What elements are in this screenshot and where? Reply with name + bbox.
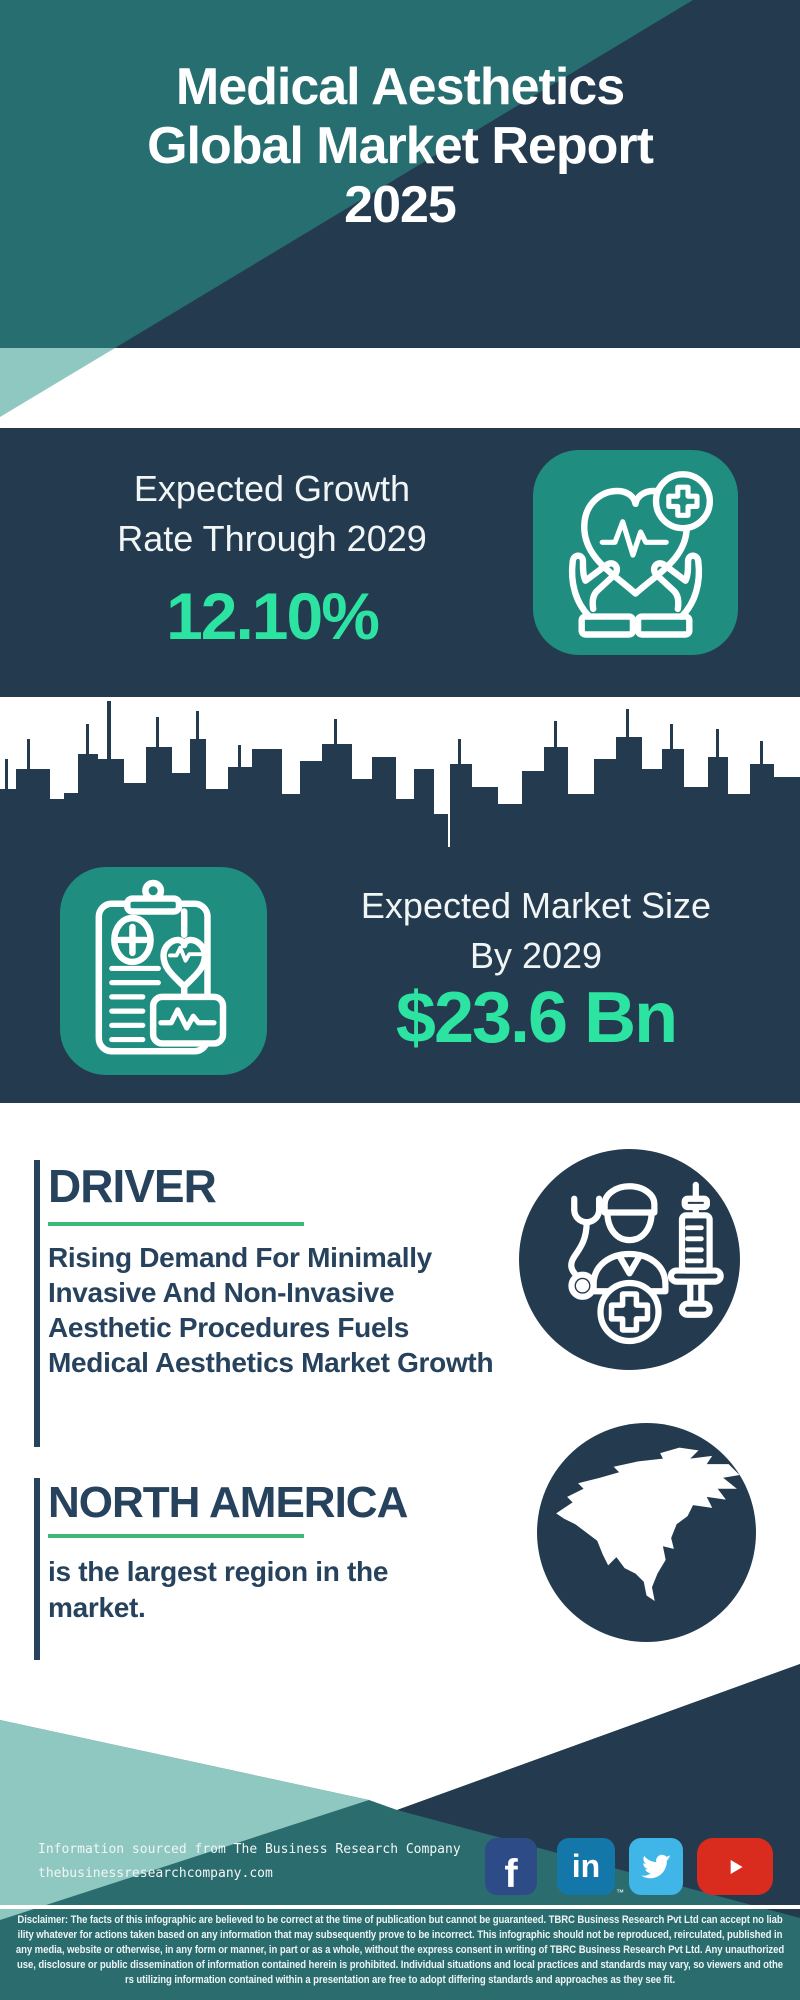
market-size-heading: Expected Market Size By 2029 — [300, 881, 772, 981]
driver-title: DRIVER — [48, 1160, 217, 1212]
growth-heading-line1: Expected Growth — [133, 468, 411, 509]
source-line: Information sourced from The Business Re… — [38, 1842, 461, 1857]
page-title: Medical Aesthetics Global Market Report … — [0, 58, 800, 235]
footer: Information sourced from The Business Re… — [0, 1660, 800, 2000]
north-america-map-icon — [537, 1423, 756, 1642]
youtube-play-icon[interactable] — [697, 1838, 773, 1895]
linkedin-glyph: in — [571, 1848, 601, 1884]
facebook-glyph: f — [504, 1851, 518, 1896]
source-url[interactable]: thebusinessresearchcompany.com — [38, 1866, 273, 1881]
disclaimer-line: Disclaimer: The facts of this infographi… — [17, 1914, 783, 1926]
footer-divider-line — [0, 1905, 800, 1909]
growth-panel: Expected Growth Rate Through 2029 12.10% — [0, 428, 800, 697]
growth-rate-value: 12.10% — [166, 579, 380, 653]
disclaimer-line: any media, website or otherwise, in any … — [15, 1944, 785, 1956]
hands-holding-heart-icon — [533, 450, 738, 655]
page-title-line2: Global Market Report — [147, 117, 654, 175]
region-text: is the largest region in the market. — [48, 1556, 389, 1623]
disclaimer-line: ility whatever for actions taken based o… — [17, 1929, 783, 1941]
market-size-panel: Expected Market Size By 2029 $23.6 Bn — [0, 847, 800, 1103]
disclaimer-line: use, disclosure or public dissemination … — [16, 1959, 784, 1971]
driver-underline — [48, 1222, 304, 1226]
region-side-bar — [34, 1478, 40, 1668]
driver-side-bar — [34, 1160, 40, 1447]
header-mint-triangle — [0, 348, 115, 417]
region-underline — [48, 1534, 304, 1538]
linkedin-trademark: ™ — [616, 1888, 624, 1897]
doctor-syringe-icon — [519, 1149, 740, 1370]
region-title: NORTH AMERICA — [48, 1478, 408, 1527]
twitter-bird-icon[interactable] — [629, 1838, 683, 1895]
market-size-heading-line1: Expected Market Size — [360, 885, 712, 926]
facebook-icon[interactable]: f — [485, 1838, 537, 1895]
disclaimer-line: rs utilizing information contained withi… — [124, 1974, 676, 1986]
driver-text: Rising Demand For Minimally Invasive And… — [48, 1242, 494, 1378]
page-title-line3: 2025 — [344, 176, 457, 234]
page-title-line1: Medical Aesthetics — [175, 58, 625, 116]
growth-heading-line2: Rate Through 2029 — [117, 518, 427, 559]
market-size-value: $23.6 Bn — [395, 978, 678, 1058]
linkedin-icon[interactable]: in — [557, 1838, 615, 1895]
market-size-heading-line2: By 2029 — [469, 935, 603, 976]
medical-clipboard-icon — [60, 867, 267, 1075]
city-skyline-silhouette — [0, 701, 800, 847]
growth-heading: Expected Growth Rate Through 2029 — [40, 464, 504, 564]
